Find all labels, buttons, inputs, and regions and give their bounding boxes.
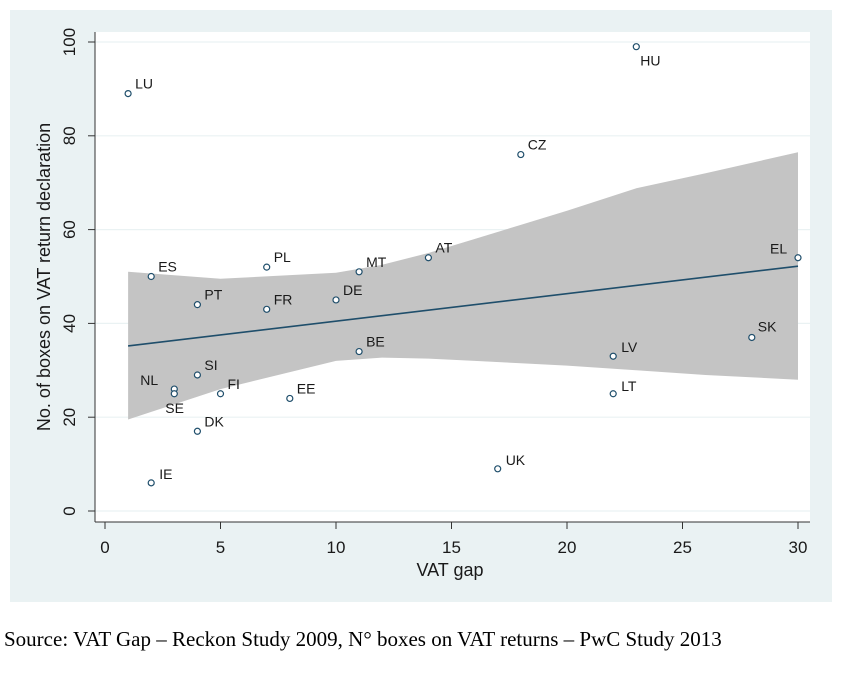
y-tick-label: 0 — [60, 506, 79, 515]
data-point-mt — [355, 268, 363, 276]
data-point-ie — [147, 479, 155, 487]
data-point-fr — [263, 305, 271, 313]
data-point-lu — [124, 89, 132, 98]
data-point-dk — [193, 427, 201, 435]
point-label-lu: LU — [135, 76, 153, 92]
point-label-se: SE — [165, 400, 184, 416]
point-label-be: BE — [366, 334, 385, 350]
data-point-si — [193, 371, 201, 379]
point-label-cz: CZ — [528, 137, 547, 153]
x-tick-label: 25 — [673, 538, 692, 557]
y-tick-label: 20 — [60, 408, 79, 427]
x-tick-label: 15 — [442, 538, 461, 557]
data-point-se — [170, 390, 178, 398]
x-tick-label: 5 — [216, 538, 225, 557]
data-point-pl — [263, 263, 271, 271]
y-tick-label: 40 — [60, 314, 79, 333]
data-point-ee — [286, 394, 294, 403]
source-note: Source: VAT Gap – Reckon Study 2009, N° … — [4, 627, 722, 651]
y-tick-label: 100 — [60, 28, 79, 56]
point-label-el: EL — [770, 241, 787, 257]
data-point-be — [355, 347, 363, 356]
point-label-lt: LT — [621, 378, 637, 394]
x-tick-label: 10 — [327, 538, 346, 557]
chart-panel: 0 20 40 60 80 100 0 5 10 15 20 25 30 VAT gap No. of bo… — [10, 10, 832, 602]
data-point-uk — [494, 465, 502, 473]
y-tick-label: 60 — [60, 220, 79, 239]
point-label-fi: FI — [228, 376, 240, 392]
point-label-sk: SK — [758, 318, 777, 334]
x-tick-label: 30 — [789, 538, 808, 557]
point-label-uk: UK — [506, 452, 526, 468]
data-point-pt — [193, 301, 201, 309]
data-point-sk — [748, 333, 756, 342]
point-label-dk: DK — [204, 413, 224, 429]
x-axis-title: VAT gap — [416, 560, 483, 580]
data-point-cz — [517, 150, 525, 159]
point-label-lv: LV — [621, 339, 638, 355]
fit-line — [128, 265, 799, 347]
data-point-at — [424, 254, 432, 262]
data-point-el — [794, 254, 802, 262]
y-axis-title: No. of boxes on VAT return declaration — [34, 123, 54, 431]
data-point-es — [147, 272, 155, 281]
point-label-hu: HU — [640, 53, 660, 69]
point-label-mt: MT — [366, 254, 387, 270]
data-point-lt — [609, 390, 617, 398]
data-point-hu — [632, 43, 640, 51]
scatter-chart: 0 20 40 60 80 100 0 5 10 15 20 25 30 VAT gap No. of bo… — [34, 28, 810, 580]
point-label-fr: FR — [274, 291, 293, 307]
point-label-ee: EE — [297, 380, 316, 396]
x-tick-label: 0 — [100, 538, 109, 557]
point-label-pl: PL — [274, 249, 291, 265]
point-label-de: DE — [343, 282, 362, 298]
data-point-fi — [216, 390, 225, 398]
point-label-es: ES — [158, 259, 177, 275]
data-point-de — [332, 296, 340, 304]
point-label-nl: NL — [140, 372, 158, 388]
point-label-si: SI — [204, 357, 217, 373]
y-tick-label: 80 — [60, 126, 79, 145]
x-tick-label: 20 — [558, 538, 577, 557]
point-label-ie: IE — [159, 466, 172, 482]
point-label-at: AT — [435, 240, 452, 256]
point-label-pt: PT — [204, 287, 222, 303]
confidence-band — [128, 152, 799, 420]
data-point-lv — [609, 352, 617, 360]
